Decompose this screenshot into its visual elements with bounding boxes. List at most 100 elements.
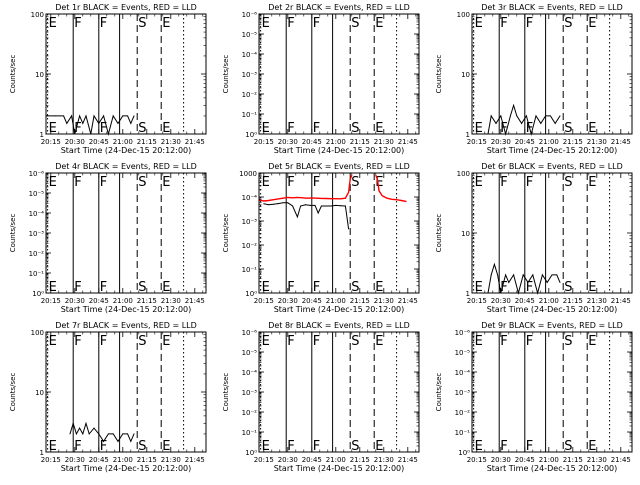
event-marker-bottom: F — [313, 280, 320, 295]
plot-frame — [471, 172, 633, 294]
x-axis-label: Start Time (24-Dec-15 20:12:00) — [61, 305, 192, 314]
x-axis-label: Start Time (24-Dec-15 20:12:00) — [274, 464, 405, 473]
event-marker-top: S — [564, 175, 572, 190]
events-point — [66, 122, 68, 124]
y-tick-label: 10 — [35, 389, 44, 397]
y-tick-label: 10⁻⁴ — [455, 369, 471, 377]
y-axis-label: Counts/sec — [435, 214, 443, 253]
events-point — [133, 433, 135, 435]
plot-frame — [258, 172, 420, 294]
event-marker-top: E — [162, 334, 170, 349]
lld-point — [325, 198, 327, 199]
y-axis-label: Counts/sec — [9, 373, 17, 412]
y-tick-label: 10⁻¹ — [455, 429, 471, 437]
lld-point — [396, 199, 398, 201]
panel-title: Det 1r BLACK = Events, RED = LLD — [55, 3, 197, 12]
event-marker-bottom: S — [564, 121, 572, 136]
y-tick-label: 10⁰ — [32, 290, 44, 298]
plot-frame — [258, 13, 420, 135]
y-axis-label: Counts/sec — [9, 214, 17, 253]
lld-point — [376, 178, 378, 180]
event-marker-top: S — [351, 175, 359, 190]
event-marker-top: F — [74, 334, 81, 349]
events-point — [304, 204, 306, 206]
event-marker-bottom: F — [313, 439, 320, 454]
panel-title: Det 4r BLACK = Events, RED = LLD — [55, 162, 197, 171]
event-marker-bottom: E — [49, 439, 57, 454]
events-point — [112, 433, 114, 435]
panel-det-2r: Det 2r BLACK = Events, RED = LLD 10⁰ 10⁻¹ 1… — [222, 3, 420, 155]
y-tick-label: 10⁻⁶ — [455, 329, 471, 337]
lld-point — [287, 196, 289, 198]
y-tick-label: 1000 — [239, 170, 257, 178]
panel-title: Det 6r BLACK = Events, RED = LLD — [481, 162, 623, 171]
event-marker-bottom: E — [375, 280, 383, 295]
x-tick-label: 20:15 — [254, 138, 274, 146]
x-axis-label: Start Time (24-Dec-15 20:12:00) — [61, 146, 192, 155]
events-point — [505, 274, 507, 276]
y-tick-label: 1 — [466, 131, 470, 139]
panel-title: Det 3r BLACK = Events, RED = LLD — [481, 3, 623, 12]
x-tick-label: 21:00 — [539, 297, 559, 305]
y-tick-label: 10⁻⁴ — [29, 210, 45, 218]
event-marker-bottom: F — [500, 280, 507, 295]
events-series-line — [263, 202, 350, 229]
x-tick-label: 21:45 — [185, 297, 205, 305]
event-marker-top: F — [74, 16, 81, 31]
y-tick-label: 10⁰ — [458, 449, 470, 457]
event-marker-bottom: S — [138, 121, 146, 136]
event-marker-top: F — [100, 175, 107, 190]
events-point — [263, 203, 265, 205]
event-marker-bottom: F — [526, 280, 533, 295]
lld-point — [311, 197, 313, 199]
event-marker-top: E — [475, 175, 483, 190]
y-axis-label: Counts/sec — [222, 55, 230, 94]
lld-point — [400, 200, 402, 201]
lld-point — [381, 195, 383, 197]
y-tick-label: 10 — [461, 71, 470, 79]
lld-point — [348, 191, 350, 193]
event-marker-top: E — [162, 175, 170, 190]
x-axis-label: Start Time (24-Dec-15 20:12:00) — [274, 305, 405, 314]
plot-frame — [258, 331, 420, 453]
event-marker-bottom: E — [475, 439, 483, 454]
plot-frame — [471, 331, 633, 453]
x-tick-label: 21:45 — [398, 297, 418, 305]
event-marker-top: F — [526, 175, 533, 190]
x-tick-label: 20:45 — [302, 456, 322, 464]
plot-frame — [45, 172, 207, 294]
x-tick-label: 21:00 — [539, 456, 559, 464]
y-tick-label: 10⁻¹ — [242, 429, 258, 437]
event-marker-top: F — [287, 175, 294, 190]
lld-point — [282, 197, 284, 199]
panel-title: Det 9r BLACK = Events, RED = LLD — [481, 321, 623, 330]
event-marker-top: E — [375, 334, 383, 349]
events-point — [117, 122, 119, 124]
events-point — [85, 422, 87, 424]
lld-point — [378, 190, 380, 192]
events-point — [513, 274, 515, 276]
y-tick-label: 10 — [461, 230, 470, 238]
event-marker-bottom: F — [500, 439, 507, 454]
y-tick-label: 10⁻⁶ — [29, 170, 45, 178]
event-marker-top: E — [588, 175, 596, 190]
event-marker-bottom: F — [100, 280, 107, 295]
event-marker-top: E — [588, 16, 596, 31]
events-point — [130, 440, 132, 442]
events-point — [93, 427, 95, 429]
event-marker-bottom: S — [351, 280, 359, 295]
y-tick-label: 100 — [31, 11, 44, 19]
x-tick-label: 20:45 — [89, 456, 109, 464]
events-point — [130, 122, 132, 124]
lld-point — [292, 197, 294, 199]
y-tick-label: 10⁻¹ — [242, 111, 258, 119]
y-tick-label: 10⁰ — [245, 449, 257, 457]
events-point — [82, 122, 84, 124]
x-tick-label: 20:30 — [278, 456, 298, 464]
x-tick-label: 20:30 — [491, 138, 511, 146]
panel-det-9r: Det 9r BLACK = Events, RED = LLD 10⁰ 10⁻¹ 1… — [435, 321, 633, 473]
events-point — [509, 115, 511, 117]
x-axis-label: Start Time (24-Dec-15 20:12:00) — [61, 464, 192, 473]
x-tick-label: 20:30 — [278, 297, 298, 305]
